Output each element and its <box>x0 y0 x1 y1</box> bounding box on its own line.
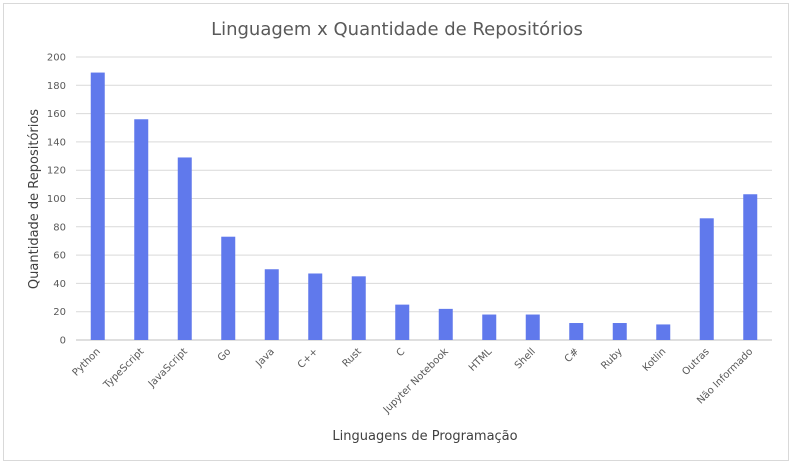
bar-n-o-informado <box>743 194 758 340</box>
y-tick-label: 20 <box>53 307 66 318</box>
bar-go <box>221 236 236 340</box>
bar-c- <box>308 273 323 340</box>
x-tick-label: C <box>395 346 408 359</box>
x-tick-label: Go <box>216 346 234 364</box>
bar-shell <box>525 314 540 340</box>
y-tick-label: 140 <box>47 137 66 148</box>
x-tick-label: JavaScript <box>146 346 190 390</box>
x-tick-label: Rust <box>341 346 364 369</box>
bar-c- <box>569 323 584 340</box>
y-tick-label: 120 <box>47 166 66 177</box>
y-axis-title: Quantidade de Repositórios <box>27 109 42 289</box>
x-tick-label: C++ <box>296 346 321 371</box>
x-axis-title: Linguagens de Programação <box>332 429 517 444</box>
bar-outras <box>699 218 714 340</box>
x-tick-label: C# <box>563 346 582 365</box>
y-tick-label: 60 <box>53 251 66 262</box>
y-tick-label: 180 <box>47 81 66 92</box>
bar-jupyter-notebook <box>438 308 453 340</box>
y-axis-ticks: 0 20 40 60 80 100 120 140 160 180 200 <box>47 53 66 347</box>
y-tick-label: 160 <box>47 109 66 120</box>
x-tick-label: Ruby <box>599 346 625 372</box>
x-tick-label: Java <box>253 346 276 369</box>
y-tick-label: 200 <box>47 53 66 64</box>
bar-typescript <box>134 119 149 340</box>
x-tick-label: Python <box>71 346 103 378</box>
bars <box>90 72 758 340</box>
gridlines <box>76 56 772 341</box>
y-tick-label: 0 <box>60 336 66 347</box>
bar-java <box>264 269 279 340</box>
bar-html <box>482 314 497 340</box>
bar-ruby <box>612 323 627 340</box>
x-tick-label: Shell <box>513 346 538 371</box>
y-tick-label: 100 <box>47 194 66 205</box>
bar-c <box>395 304 410 340</box>
x-tick-label: Jupyter Notebook <box>381 346 451 416</box>
x-tick-label: TypeScript <box>101 346 146 391</box>
x-tick-label: Kotlin <box>641 346 669 374</box>
y-tick-label: 80 <box>53 222 66 233</box>
bar-javascript <box>177 157 192 340</box>
bar-rust <box>351 276 366 340</box>
y-tick-label: 40 <box>53 279 66 290</box>
bar-kotlin <box>656 324 671 340</box>
chart-title: Linguagem x Quantidade de Repositórios <box>211 19 583 40</box>
chart-frame <box>3 3 789 461</box>
x-tick-label: Outras <box>680 346 712 378</box>
bar-python <box>90 72 105 340</box>
x-tick-label: HTML <box>467 346 495 374</box>
